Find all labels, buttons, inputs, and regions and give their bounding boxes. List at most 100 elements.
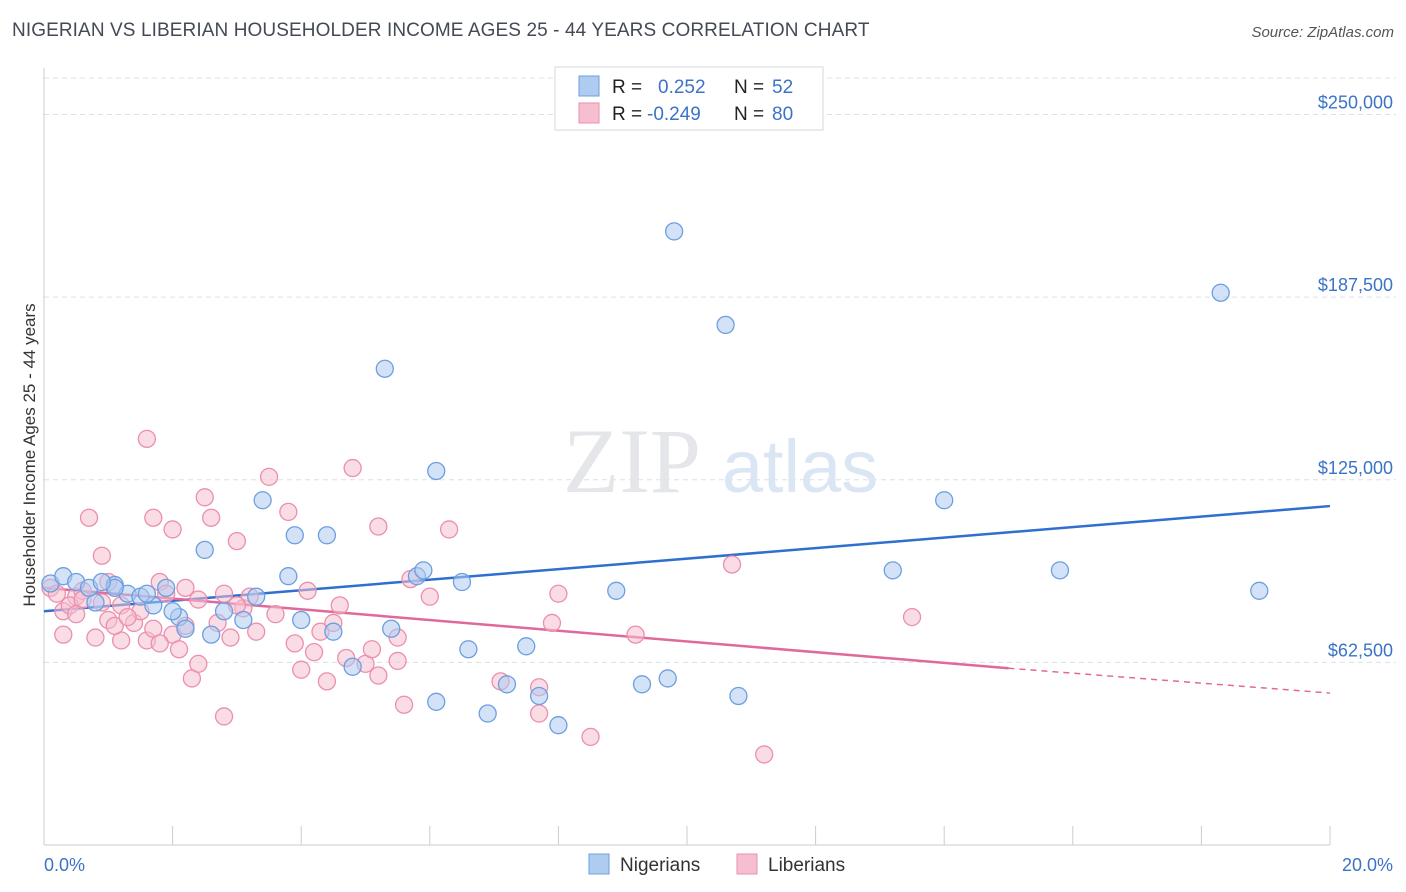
- liberian-point: [298, 581, 317, 600]
- liberian-point: [150, 634, 169, 653]
- nigerian-point: [632, 675, 652, 694]
- watermark-atlas: atlas: [722, 425, 878, 508]
- axes: [43, 68, 1331, 846]
- nigerian-point: [234, 610, 253, 630]
- liberian-point: [214, 707, 234, 726]
- liberian-point: [227, 531, 247, 551]
- liberian-point: [169, 640, 189, 659]
- legend-n-value-2: 80: [772, 104, 793, 125]
- liberian-point: [266, 605, 285, 624]
- liberian-point: [189, 654, 208, 673]
- liberian-point: [542, 613, 562, 633]
- liberian-point: [388, 651, 407, 671]
- nigerian-point: [729, 686, 748, 706]
- nigerian-point: [427, 461, 446, 481]
- trend-line-nigerians: [43, 504, 1331, 613]
- liberian-point: [755, 745, 774, 764]
- liberian-point: [79, 508, 99, 527]
- nigerian-point: [176, 619, 195, 638]
- x-tick-label-start: 0.0%: [44, 855, 85, 875]
- nigerian-point: [607, 581, 626, 600]
- nigerian-point: [382, 619, 401, 638]
- tick-labels: $62,500 $125,000 $187,500 $250,000 0.0% 20.0%: [44, 93, 1393, 875]
- zipatlas-watermark: ZIP atlas: [563, 410, 878, 512]
- nigerian-point: [427, 692, 446, 711]
- trend-line-liberians-extension: [1008, 667, 1331, 694]
- nigerian-point: [478, 704, 497, 723]
- nigerian-point: [935, 491, 954, 510]
- liberian-point: [195, 488, 214, 507]
- liberian-point: [902, 607, 922, 627]
- y-tick-label: $187,500: [1318, 275, 1393, 295]
- liberian-point: [259, 467, 279, 486]
- legend-r-label-2: R =: [612, 104, 642, 125]
- liberian-point: [394, 695, 414, 714]
- liberian-point: [439, 520, 459, 539]
- liberian-point: [176, 578, 195, 598]
- nigerian-point: [459, 640, 478, 659]
- legend-r-value-2: -0.249: [647, 104, 701, 125]
- liberian-point: [304, 643, 324, 662]
- y-tick-label: $250,000: [1318, 93, 1393, 113]
- liberian-point: [362, 640, 382, 659]
- liberian-point: [163, 520, 182, 539]
- liberian-point: [67, 605, 86, 624]
- liberian-point: [105, 616, 124, 636]
- liberian-point: [144, 508, 163, 527]
- nigerian-point: [658, 669, 677, 688]
- nigerian-point: [549, 716, 568, 735]
- liberian-point: [285, 634, 304, 653]
- nigerian-point: [716, 315, 735, 335]
- nigerian-point: [343, 657, 362, 676]
- nigerian-point: [279, 567, 298, 586]
- y-tick-label: $125,000: [1318, 458, 1393, 478]
- legend-r-label-1: R =: [612, 77, 642, 98]
- nigerian-point: [1050, 561, 1070, 580]
- liberian-point: [189, 590, 208, 609]
- liberian-point: [369, 517, 388, 536]
- nigerian-point: [883, 561, 902, 580]
- nigerian-point: [92, 572, 112, 592]
- liberian-point: [420, 587, 439, 606]
- nigerian-point: [517, 637, 536, 656]
- legend-r-value-1: 0.252: [658, 77, 706, 98]
- liberian-point: [581, 727, 600, 747]
- bottom-legend: Nigerians Liberians: [588, 853, 845, 876]
- liberian-point: [247, 622, 266, 641]
- liberian-point: [279, 502, 298, 522]
- nigerian-point: [324, 622, 343, 641]
- watermark-zip: ZIP: [563, 410, 701, 512]
- nigerian-point: [375, 359, 394, 378]
- liberian-point: [529, 704, 549, 723]
- legend-n-value-1: 52: [772, 77, 793, 98]
- liberian-point: [369, 666, 388, 685]
- liberian-point: [317, 672, 337, 691]
- liberian-point: [343, 458, 362, 478]
- bottom-legend-liberians: Liberians: [768, 855, 845, 876]
- x-tick-label-end: 20.0%: [1342, 855, 1393, 875]
- nigerian-point: [214, 602, 234, 621]
- nigerian-point: [137, 584, 157, 603]
- bottom-legend-nigerians: Nigerians: [620, 855, 700, 876]
- liberian-point: [137, 429, 157, 449]
- nigerian-point: [452, 572, 472, 592]
- nigerian-point: [157, 578, 176, 598]
- nigerian-point: [664, 222, 684, 241]
- nigerian-point: [285, 526, 304, 545]
- liberian-point: [92, 546, 112, 565]
- nigerian-point: [1250, 581, 1269, 600]
- nigerian-point: [529, 686, 549, 706]
- liberian-point: [292, 660, 311, 679]
- nigerian-point: [292, 610, 311, 630]
- y-tick-label: $62,500: [1328, 640, 1393, 660]
- legend-swatch-nigerians: [578, 75, 600, 97]
- top-legend: R = 0.252 N = 52 R = -0.249 N = 80: [554, 66, 824, 131]
- nigerian-point: [247, 587, 266, 606]
- nigerian-point: [195, 540, 214, 560]
- source-credit: Source: ZipAtlas.com: [1251, 24, 1394, 41]
- bottom-legend-swatch-liberians: [736, 853, 758, 875]
- liberian-point: [118, 607, 137, 627]
- liberian-point: [221, 628, 240, 647]
- nigerian-point: [253, 491, 272, 510]
